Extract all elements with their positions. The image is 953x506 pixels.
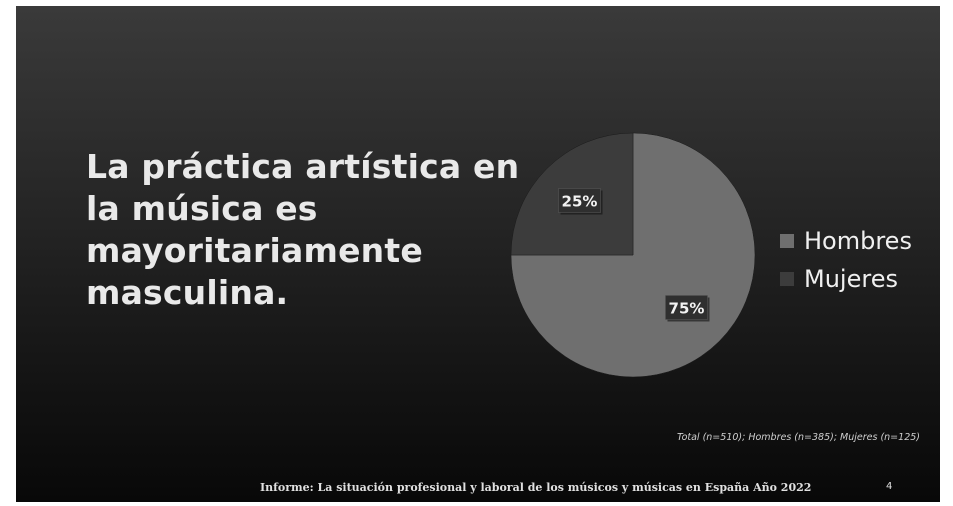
sample-size-note: Total (n=510); Hombres (n=385); Mujeres … [676,432,920,443]
data-label-hombres: 75% [665,295,710,322]
title-line-2: la música es [86,189,318,228]
legend-label-hombres: Hombres [804,227,912,255]
chart-legend: Hombres Mujeres [780,222,912,298]
slide-title: La práctica artística en la música es ma… [86,146,520,314]
slide: La práctica artística en la música es ma… [16,6,940,502]
footer-text: Informe: La situación profesional y labo… [260,481,812,494]
data-label-mujeres: 25% [558,188,603,215]
legend-item-hombres: Hombres [780,222,912,260]
page-number: 4 [886,481,893,492]
legend-swatch-mujeres [780,272,794,286]
legend-swatch-hombres [780,234,794,248]
legend-label-mujeres: Mujeres [804,265,898,293]
title-line-3: mayoritariamente [86,231,423,270]
title-line-1: La práctica artística en [86,147,520,186]
pie-chart: 75% 25% [510,132,756,378]
legend-item-mujeres: Mujeres [780,260,912,298]
data-label-text-mujeres: 25% [562,193,598,211]
title-line-4: masculina. [86,273,289,312]
data-label-text-hombres: 75% [669,299,705,317]
